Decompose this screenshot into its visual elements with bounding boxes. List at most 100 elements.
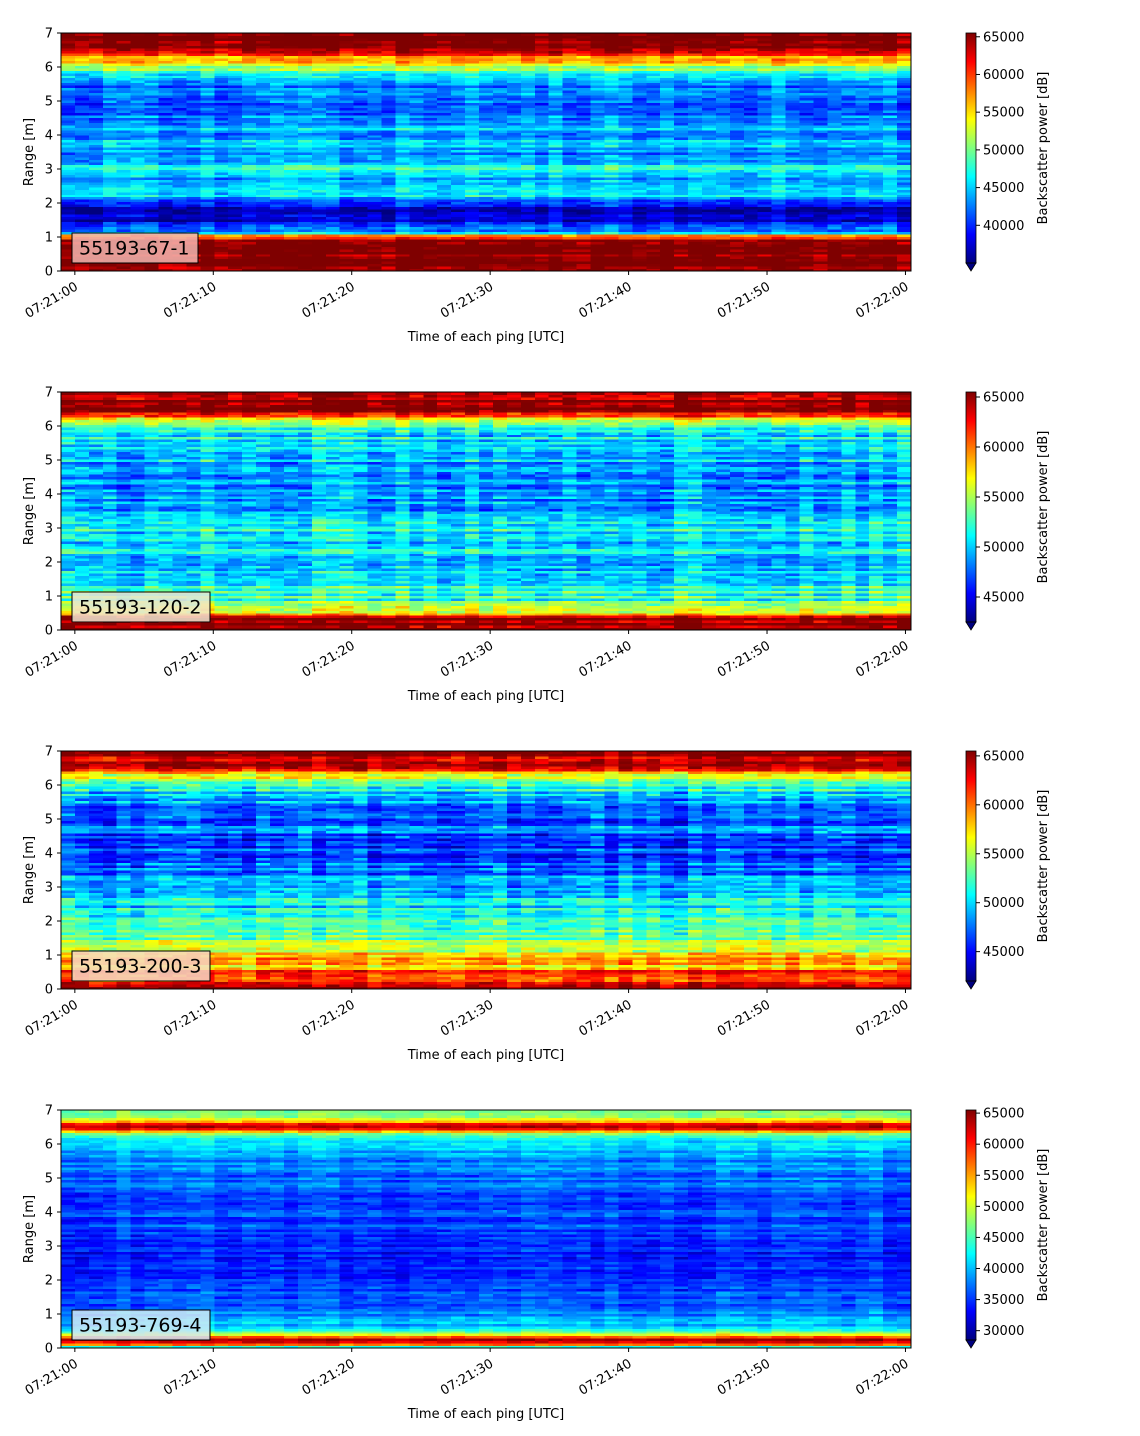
- heatmap-cell: [228, 139, 243, 143]
- heatmap-cell: [228, 161, 243, 165]
- heatmap-cell: [339, 92, 355, 96]
- heatmap-cell: [144, 102, 160, 106]
- heatmap-cell: [102, 142, 118, 146]
- heatmap-cell: [200, 67, 215, 71]
- heatmap-cell: [74, 124, 90, 128]
- heatmap-cell: [144, 171, 160, 175]
- heatmap-cell: [423, 231, 438, 235]
- heatmap-cell: [61, 248, 76, 252]
- heatmap-cell: [339, 179, 355, 183]
- heatmap-cell: [144, 268, 160, 272]
- heatmap-cell: [283, 152, 299, 156]
- heatmap-cell: [61, 60, 76, 64]
- heatmap-cell: [297, 129, 313, 133]
- heatmap-cell: [451, 166, 466, 170]
- heatmap-cell: [74, 87, 90, 91]
- heatmap-cell: [353, 47, 369, 51]
- heatmap-cell: [242, 137, 257, 141]
- heatmap-cell: [186, 181, 201, 185]
- heatmap-cell: [200, 184, 215, 188]
- heatmap-cell: [214, 114, 229, 118]
- heatmap-cell: [214, 65, 229, 69]
- heatmap-cell: [283, 52, 299, 56]
- heatmap-cell: [214, 40, 229, 44]
- heatmap-cell: [102, 211, 118, 215]
- heatmap-cell: [353, 189, 369, 193]
- heatmap-cell: [409, 169, 424, 173]
- heatmap-cell: [200, 218, 215, 223]
- heatmap-cell: [437, 94, 452, 99]
- heatmap-cell: [395, 221, 410, 225]
- heatmap-cell: [437, 156, 452, 161]
- heatmap-cell: [325, 186, 341, 190]
- heatmap-cell: [437, 114, 452, 118]
- heatmap-cell: [423, 47, 438, 51]
- heatmap-cell: [437, 228, 452, 232]
- heatmap-cell: [367, 33, 383, 37]
- heatmap-cell: [395, 119, 410, 123]
- heatmap-cell: [283, 67, 299, 71]
- heatmap-cell: [325, 94, 341, 99]
- heatmap-cell: [325, 221, 341, 225]
- heatmap-cell: [116, 206, 132, 210]
- heatmap-cell: [158, 127, 174, 131]
- heatmap-cell: [270, 142, 285, 146]
- heatmap-cell: [353, 40, 369, 44]
- heatmap-cell: [144, 72, 160, 76]
- heatmap-cell: [74, 112, 90, 116]
- heatmap-cell: [339, 85, 355, 89]
- heatmap-cell: [214, 132, 229, 136]
- heatmap-cell: [381, 37, 397, 42]
- heatmap-cell: [297, 102, 313, 106]
- heatmap-cell: [339, 199, 355, 203]
- heatmap-cell: [283, 176, 299, 180]
- heatmap-cell: [325, 216, 341, 220]
- heatmap-cell: [311, 90, 327, 94]
- heatmap-cell: [325, 204, 341, 208]
- heatmap-cell: [395, 62, 410, 66]
- heatmap-cell: [130, 134, 146, 138]
- heatmap-cell: [437, 236, 452, 240]
- heatmap-cell: [116, 97, 132, 101]
- heatmap-cell: [325, 213, 341, 218]
- heatmap-cell: [283, 90, 299, 94]
- heatmap-cell: [283, 233, 299, 237]
- heatmap-cell: [158, 149, 174, 153]
- heatmap-cell: [61, 201, 76, 205]
- heatmap-cell: [451, 181, 466, 185]
- heatmap-cell: [61, 206, 76, 210]
- heatmap-cell: [102, 228, 118, 232]
- heatmap-cell: [242, 65, 257, 69]
- heatmap-cell: [283, 107, 299, 111]
- heatmap-cell: [172, 154, 188, 158]
- heatmap-cell: [423, 137, 438, 141]
- heatmap-cell: [353, 75, 369, 79]
- heatmap-cell: [172, 37, 188, 42]
- heatmap-cell: [423, 65, 438, 69]
- heatmap-cell: [270, 65, 285, 69]
- heatmap-cell: [451, 218, 466, 223]
- heatmap-cell: [186, 70, 201, 74]
- heatmap-cell: [172, 137, 188, 141]
- heatmap-cell: [172, 147, 188, 151]
- heatmap-cell: [88, 112, 104, 116]
- heatmap-cell: [214, 134, 229, 138]
- heatmap-cell: [381, 124, 397, 128]
- heatmap-cell: [116, 226, 132, 230]
- heatmap-cell: [367, 40, 383, 44]
- heatmap-cell: [61, 65, 76, 69]
- heatmap-cell: [381, 204, 397, 208]
- heatmap-cell: [214, 218, 229, 223]
- heatmap-cell: [242, 169, 257, 173]
- heatmap-cell: [437, 62, 452, 66]
- heatmap-cell: [88, 204, 104, 208]
- heatmap-cell: [158, 107, 174, 111]
- heatmap-cell: [409, 129, 424, 133]
- heatmap-cell: [214, 102, 229, 106]
- heatmap-cell: [74, 144, 90, 148]
- heatmap-cell: [270, 258, 285, 262]
- heatmap-cell: [116, 191, 132, 195]
- heatmap-cell: [423, 117, 438, 121]
- heatmap-cell: [311, 174, 327, 178]
- heatmap-cell: [88, 263, 104, 267]
